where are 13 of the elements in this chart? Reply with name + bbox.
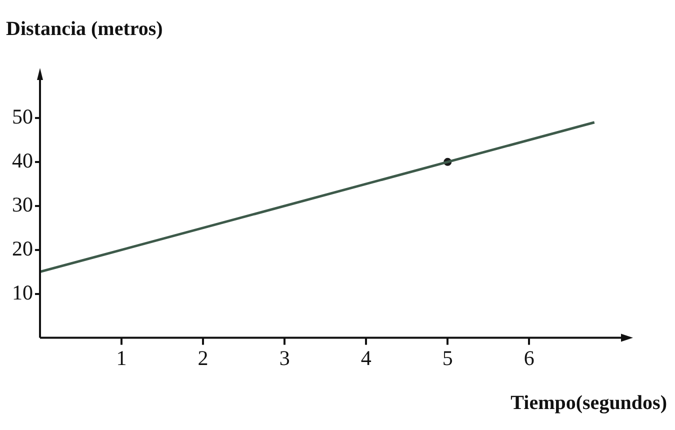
x-tick-label: 6 [524,346,534,370]
y-axis-title: Distancia (metros) [6,18,163,41]
x-tick-label: 4 [360,346,372,370]
y-tick-label: 20 [12,236,33,260]
x-tick-label: 2 [198,346,208,370]
x-tick-label: 1 [116,346,127,370]
y-tick-label: 30 [12,192,33,216]
x-tick-label: 3 [279,346,290,370]
y-tick-label: 10 [12,280,33,304]
x-tick-label: 5 [442,346,453,370]
x-axis-title: Tiempo(segundos) [510,392,667,415]
y-tick-label: 50 [12,104,33,128]
y-tick-label: 40 [12,148,33,172]
